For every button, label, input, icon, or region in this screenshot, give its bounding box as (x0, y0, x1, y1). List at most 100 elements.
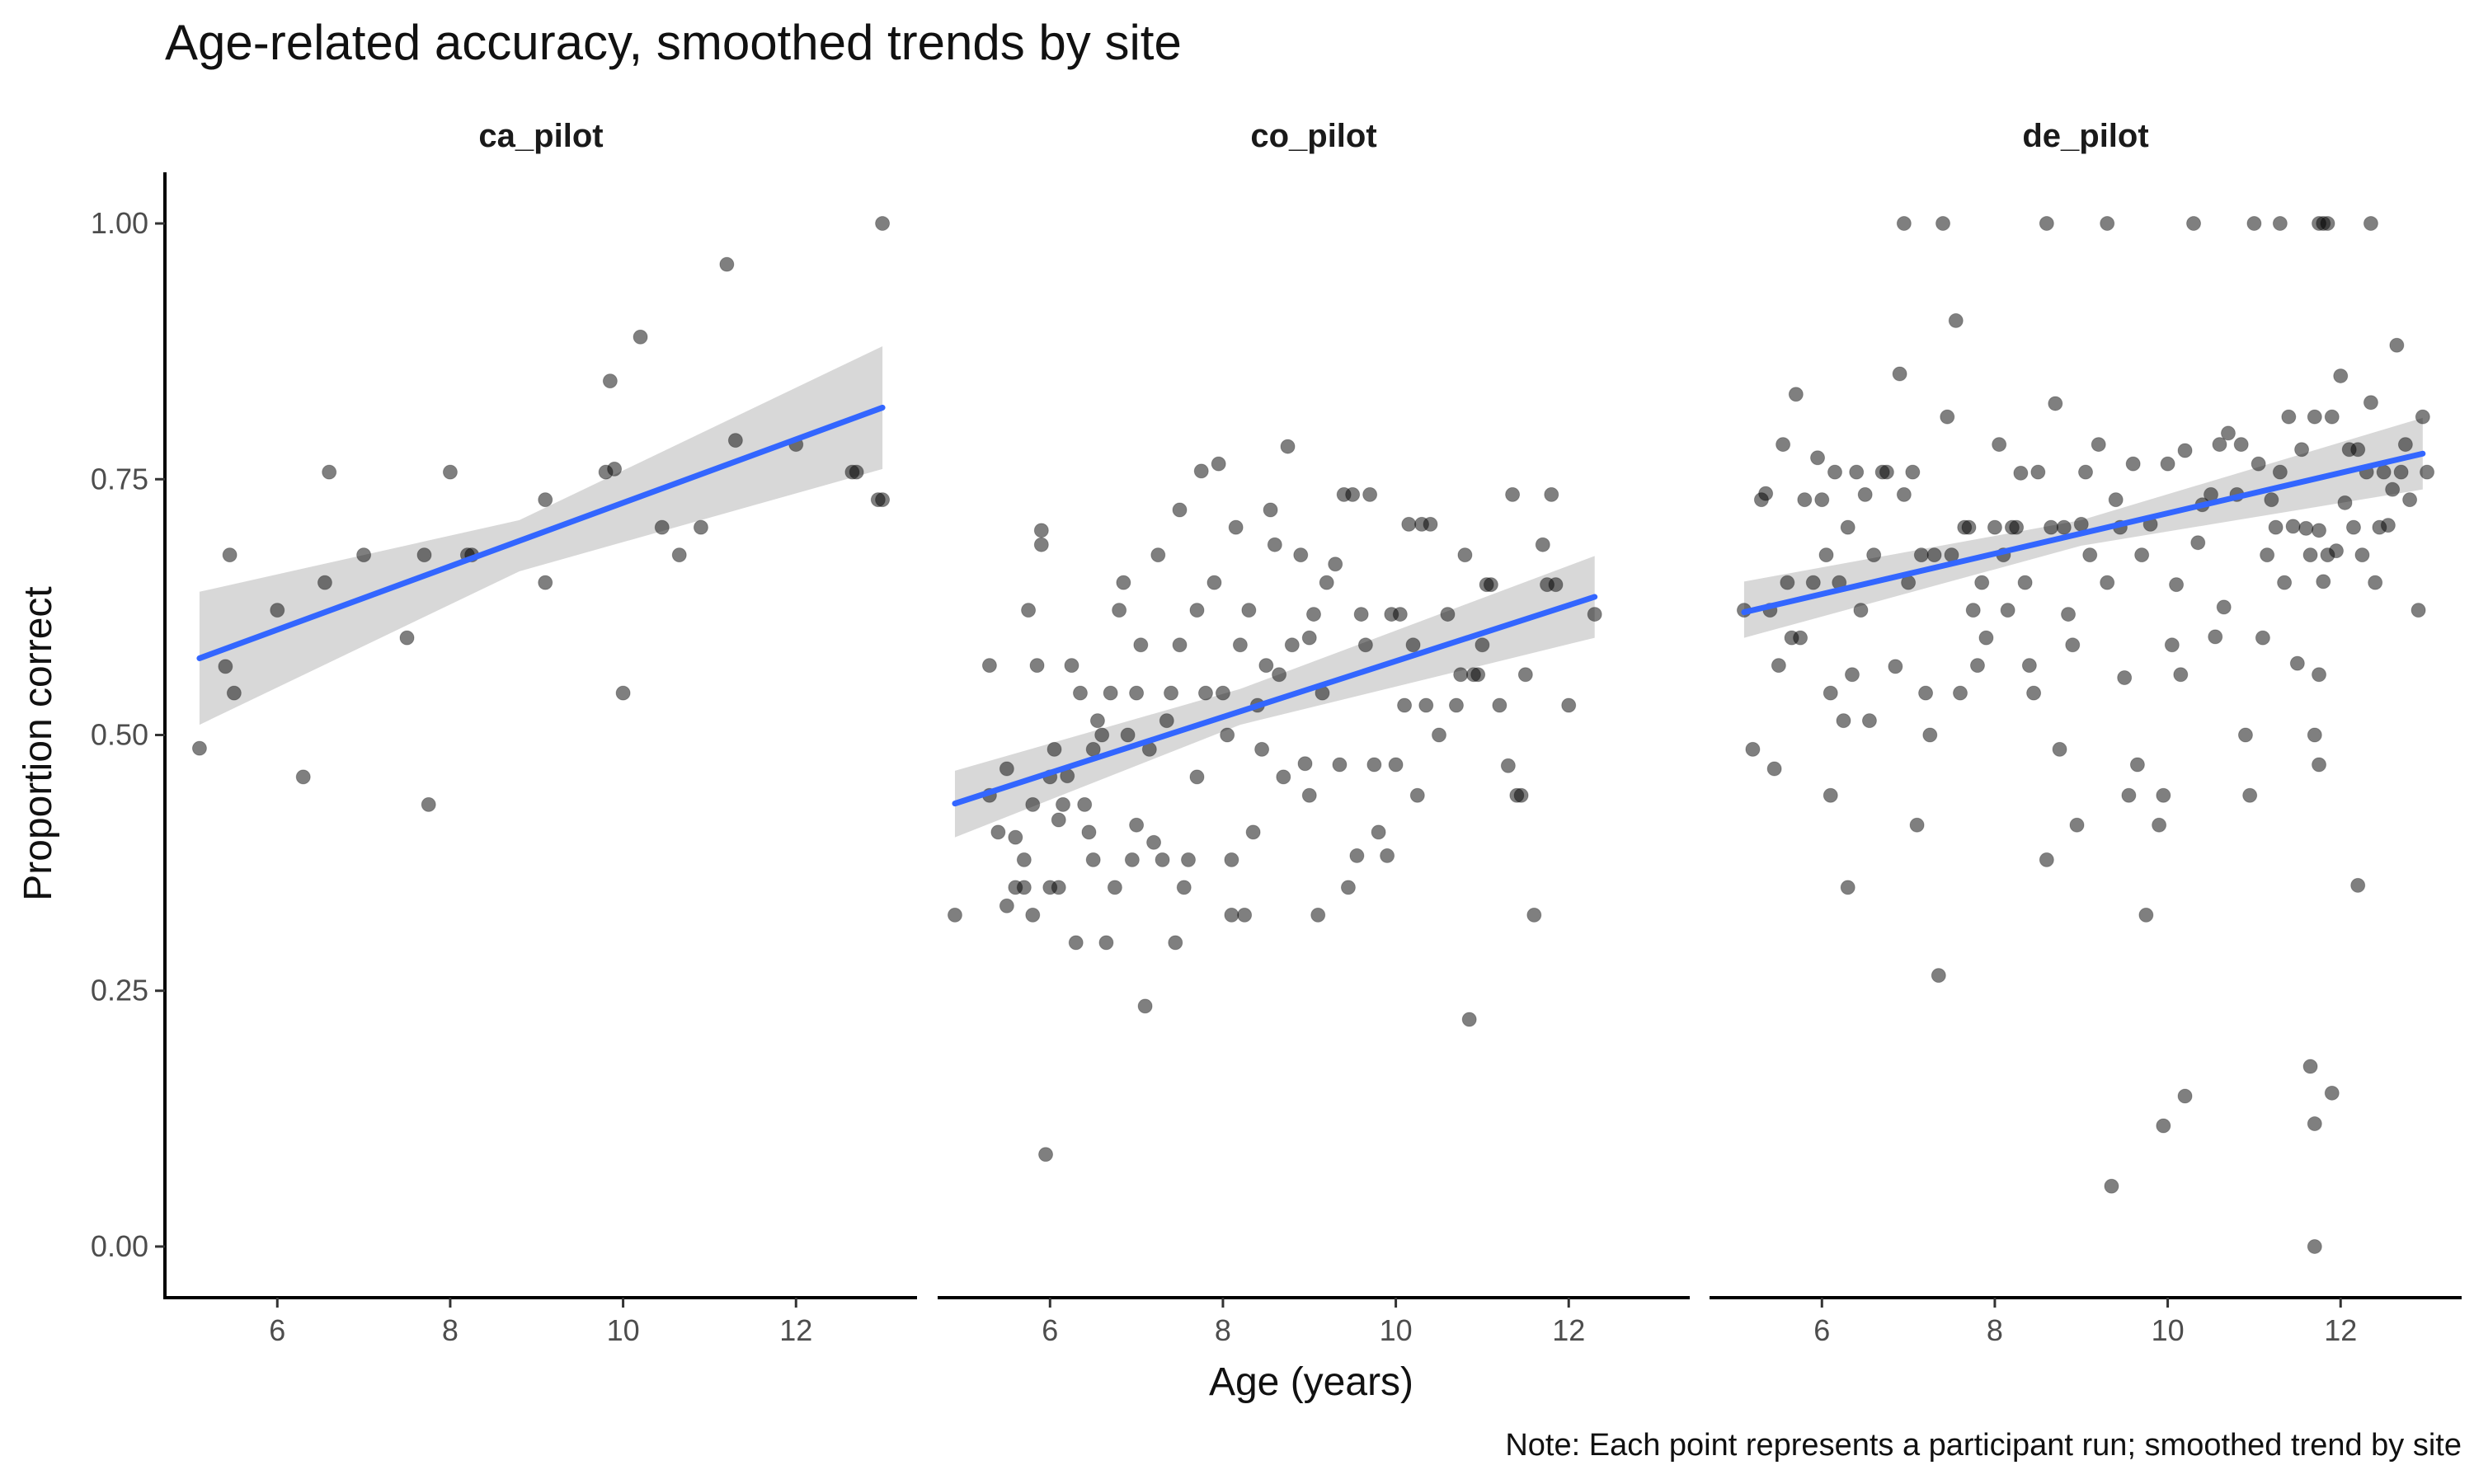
data-point (1409, 787, 1425, 803)
data-point (2368, 575, 2383, 590)
data-point (2260, 547, 2275, 563)
data-point (1771, 658, 1786, 674)
data-point (999, 898, 1014, 913)
data-point (1418, 697, 1434, 713)
data-point (602, 373, 618, 389)
data-point (356, 547, 372, 563)
x-tick-label: 12 (779, 1313, 812, 1347)
data-point (2350, 877, 2366, 893)
data-point (2121, 787, 2137, 803)
data-point (1992, 437, 2007, 453)
data-point (2307, 409, 2322, 425)
data-point (1340, 880, 1356, 895)
data-point (416, 547, 432, 563)
data-point (1103, 685, 1118, 701)
data-point (693, 519, 708, 535)
data-point (1470, 667, 1486, 683)
data-point (1388, 757, 1404, 773)
data-point (615, 685, 631, 701)
data-point (1280, 439, 1296, 454)
data-point (1935, 216, 1951, 232)
data-point (1085, 852, 1101, 867)
data-point (2100, 216, 2115, 232)
data-point (1159, 713, 1174, 729)
confidence-ribbon (954, 556, 1595, 838)
data-point (2048, 396, 2063, 411)
data-point (1475, 637, 1490, 653)
data-point (1098, 935, 1114, 951)
data-point (2363, 395, 2378, 411)
data-point (1931, 968, 1946, 984)
data-point (2216, 599, 2232, 615)
data-point (2173, 667, 2189, 683)
facet-panel-ca_pilot: ca_pilot 6 8 10 12 (165, 118, 917, 1347)
x-axis-title: Age (years) (1209, 1360, 1413, 1404)
data-point (2021, 658, 2037, 674)
data-point (2389, 337, 2405, 353)
data-point (1788, 387, 1804, 402)
data-point (2117, 670, 2133, 686)
chart-caption: Note: Each point represents a participan… (1505, 1428, 2462, 1463)
data-point (1284, 637, 1300, 653)
data-point (1526, 907, 1542, 923)
data-point (1220, 727, 1235, 743)
x-tick-label: 6 (1042, 1313, 1058, 1347)
data-point (2026, 685, 2042, 701)
data-point (1172, 502, 1188, 518)
data-point (2333, 368, 2349, 383)
data-point (607, 461, 623, 477)
data-point (727, 433, 743, 448)
data-point (1780, 575, 1795, 590)
data-point (2156, 787, 2171, 803)
data-point (1267, 537, 1282, 552)
data-point (1793, 630, 1808, 646)
data-points (1736, 216, 2435, 1254)
data-point (2294, 442, 2310, 458)
data-point (1535, 537, 1550, 552)
data-points (947, 439, 1602, 1162)
data-point (1440, 607, 1456, 622)
data-point (1879, 464, 1894, 480)
data-point (1107, 880, 1122, 895)
y-tick-label: 0.25 (91, 974, 148, 1007)
data-point (2125, 456, 2141, 472)
data-point (2061, 607, 2077, 622)
data-point (2302, 1059, 2318, 1074)
data-point (1224, 852, 1239, 867)
data-point (1758, 486, 1774, 501)
data-point (1461, 1012, 1477, 1027)
data-point (1129, 685, 1145, 701)
data-point (1181, 852, 1196, 867)
data-point (1089, 713, 1105, 729)
data-point (2251, 456, 2266, 472)
data-point (1371, 824, 1386, 840)
data-point (2272, 464, 2288, 480)
data-point (1397, 697, 1413, 713)
data-point (2156, 1118, 2171, 1134)
data-point (1823, 787, 1838, 803)
data-point (1823, 685, 1838, 701)
y-tick-label: 1.00 (91, 206, 148, 240)
data-point (981, 658, 997, 674)
data-point (2393, 464, 2409, 480)
data-point (1953, 685, 1968, 701)
data-point (1094, 727, 1110, 743)
data-point (1008, 829, 1023, 845)
data-point (1913, 547, 1929, 563)
data-point (1215, 685, 1230, 701)
data-point (1861, 713, 1877, 729)
data-point (1176, 880, 1192, 895)
data-point (2316, 574, 2331, 589)
x-axis: 6 8 10 12 (1710, 1296, 2462, 1347)
data-point (1016, 852, 1032, 867)
data-point (1888, 659, 1903, 674)
data-point (1840, 519, 1856, 535)
data-point (1306, 607, 1321, 622)
x-tick-label: 8 (1215, 1313, 1231, 1347)
data-point (2302, 547, 2318, 563)
data-point (2345, 519, 2361, 535)
data-point (1224, 907, 1239, 923)
data-point (719, 256, 735, 272)
data-point (322, 464, 337, 480)
data-point (849, 464, 864, 480)
